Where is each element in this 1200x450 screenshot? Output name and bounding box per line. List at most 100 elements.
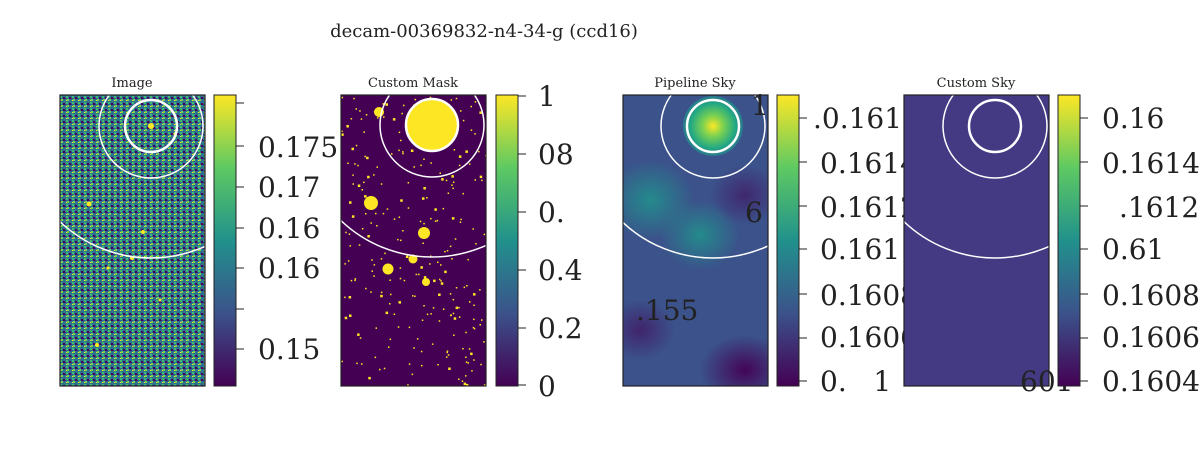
mask-speckle — [351, 215, 355, 218]
mask-speckle — [403, 279, 406, 282]
mask-speckle — [414, 98, 417, 101]
plot-frame — [622, 94, 769, 387]
mask-speckle — [473, 359, 475, 361]
mask-speckle — [400, 199, 403, 202]
mask-speckle — [413, 166, 415, 168]
mask-speckle — [433, 279, 436, 283]
mask-speckle — [438, 320, 441, 322]
mask-speckle — [447, 192, 450, 194]
mask-speckle — [440, 264, 442, 266]
mask-speckle — [389, 303, 391, 305]
mask-speckle — [377, 117, 379, 119]
mask-speckle — [398, 301, 401, 304]
custom-sky-heatmap — [904, 95, 1049, 386]
mask-speckle — [352, 174, 354, 176]
panel-title: Image — [111, 76, 153, 91]
mask-speckle — [398, 149, 400, 152]
mask-speckle — [465, 383, 469, 386]
mask-sources — [341, 96, 486, 386]
mask-speckle — [437, 364, 439, 366]
colorbar-tick-label: .0.1616 — [813, 102, 920, 135]
mask-speckle — [349, 201, 352, 204]
mask-speckle — [421, 364, 423, 367]
mask-speckle — [458, 164, 461, 167]
mask-speckle — [452, 298, 455, 301]
mask-speckle — [458, 306, 460, 309]
mask-speckle — [363, 131, 365, 133]
mask-speckle — [483, 384, 486, 386]
mask-speckle — [352, 183, 354, 185]
mask-speckle — [368, 376, 371, 380]
mask-speckle — [423, 305, 425, 307]
mask-speckle — [442, 207, 445, 210]
colorbar-tick-label: 0.175 — [258, 131, 338, 164]
mask-speckle — [452, 181, 455, 183]
mask-speckle — [397, 238, 399, 241]
mask-speckle — [479, 175, 483, 179]
mask-speckle — [376, 225, 378, 227]
mask-speckle — [379, 368, 381, 371]
mask-speckle — [400, 139, 402, 142]
mask-speckle — [448, 367, 451, 370]
panel-custom-sky: Custom Sky 601 0.16 0.1614 .1612 0.61 0.… — [903, 76, 1200, 398]
mask-speckle — [347, 260, 350, 262]
panel-custom-mask: Custom Mask 1 08 0. 0.4 0. — [340, 76, 583, 403]
mask-speckle — [478, 150, 480, 153]
colorbar-tick-label: 0.161 — [820, 233, 900, 266]
mask-speckle — [434, 208, 437, 211]
colorbar-tick-label: 0.17 — [258, 171, 320, 204]
mask-speckle — [481, 319, 483, 321]
colorbar-tick-label: 0.1608 — [820, 279, 918, 312]
mask-speckle — [384, 252, 386, 255]
colorbar-tick-label: .1612 — [1119, 191, 1199, 224]
mask-speckle — [438, 293, 441, 296]
mask-speckle — [420, 266, 423, 269]
mask-speckle — [416, 338, 419, 340]
overlay-circles — [60, 95, 205, 259]
mask-speckle — [467, 362, 469, 364]
mask-speckle — [470, 129, 473, 131]
mask-speckle — [370, 222, 372, 224]
mask-speckle — [436, 219, 439, 222]
mask-speckle — [399, 277, 402, 280]
mask-speckle — [359, 337, 362, 339]
mask-speckle — [460, 218, 462, 221]
mask-speckle — [466, 285, 468, 287]
colorbar-tick-label: 0. 1 — [820, 365, 891, 398]
mask-speckle — [361, 189, 363, 191]
mask-speckle — [422, 242, 424, 244]
mask-speckle — [385, 311, 389, 315]
mask-speckle — [479, 289, 481, 291]
colorbar-tick-label: 0.1614 — [1102, 147, 1200, 180]
mask-speckle — [458, 378, 460, 380]
mask-speckle — [373, 275, 375, 277]
mask-speckle — [364, 155, 366, 158]
mask-speckle — [388, 346, 390, 348]
mask-speckle — [363, 181, 365, 184]
mask-speckle — [380, 291, 383, 294]
mask-speckle — [452, 187, 454, 190]
mask-speckle — [429, 96, 432, 99]
overlay-circles — [341, 95, 486, 258]
mask-speckle — [426, 197, 428, 199]
mask-speckle — [420, 164, 422, 167]
mask-speckle — [451, 184, 453, 186]
mask-speckle — [423, 158, 425, 160]
mask-speckle — [460, 110, 462, 112]
mask-speckle — [451, 175, 454, 178]
colorbar-tick-label: 0.1606 — [820, 321, 918, 354]
panel-title: Custom Mask — [368, 76, 458, 91]
mask-speckle — [371, 259, 373, 261]
mask-speckle — [405, 255, 409, 258]
mask-speckle — [449, 245, 452, 248]
mask-speckle — [470, 105, 472, 108]
mask-speckle — [375, 327, 377, 329]
colorbar-tick-label: 0.2 — [538, 312, 583, 345]
mask-speckle — [465, 150, 468, 153]
mask-speckle — [386, 208, 389, 210]
colorbar-tick-label: 0.16 — [1102, 102, 1164, 135]
overlay-circles — [904, 95, 1049, 259]
mask-speckle — [383, 367, 386, 370]
mask-speckle — [350, 279, 353, 282]
colorbar-tick-label: 0.1614 — [820, 147, 918, 180]
